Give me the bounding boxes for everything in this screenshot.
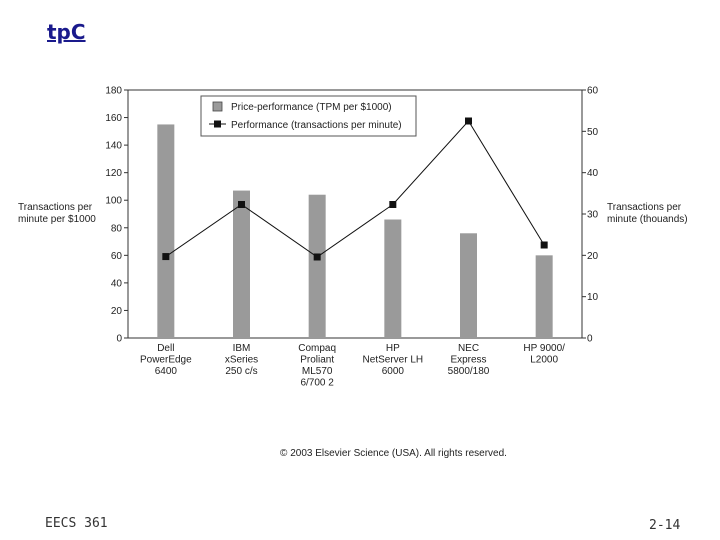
right-tick-label: 0 <box>587 334 593 345</box>
left-tick-label: 160 <box>105 113 122 124</box>
right-tick-label: 30 <box>587 210 599 221</box>
x-tick-label: Compaq Proliant ML570 6/700 2 <box>298 343 336 389</box>
legend-label: Price-performance (TPM per $1000) <box>231 102 392 113</box>
left-axis-label: Transactions per minute per $1000 <box>18 202 96 226</box>
left-axis-label-line: minute per $1000 <box>18 214 96 225</box>
x-tick-label: HP 9000/L2000 <box>523 343 565 366</box>
right-axis-label-line: Transactions per <box>607 202 682 213</box>
line-point <box>238 200 245 208</box>
left-tick-label: 20 <box>111 306 123 317</box>
bar <box>460 233 477 338</box>
legend-swatch-point <box>214 120 221 128</box>
legend-swatch-bar <box>212 101 223 112</box>
left-tick-label: 60 <box>111 251 123 262</box>
legend-label: Performance (transactions per minute) <box>231 120 402 131</box>
x-tick-label: IBM xSeries 250 c/s <box>225 343 258 377</box>
footer-page-number: 2-14 <box>649 518 681 533</box>
line-point <box>162 253 170 261</box>
bar <box>233 190 250 338</box>
bar <box>157 124 175 338</box>
line-point <box>313 253 321 261</box>
left-tick-label: 80 <box>111 223 123 234</box>
footer-course: EECS 361 <box>45 516 108 531</box>
line-point <box>389 200 397 208</box>
line-point <box>540 241 548 249</box>
left-axis-label-line: Transactions per <box>18 202 93 213</box>
performance-line <box>165 120 545 258</box>
right-tick-label: 40 <box>587 168 599 179</box>
right-tick-label: 10 <box>587 292 599 303</box>
bar <box>535 255 553 338</box>
bar <box>384 219 402 338</box>
right-tick-label: 60 <box>587 86 599 97</box>
left-tick-label: 140 <box>105 141 122 152</box>
x-tick-label: Dell PowerEdge 6400 <box>140 343 192 377</box>
bar <box>308 194 326 338</box>
right-tick-label: 50 <box>587 127 599 138</box>
line-point <box>465 117 472 125</box>
right-axis-label: Transactions per minute (thouands) <box>607 202 688 226</box>
left-tick-label: 0 <box>116 334 122 345</box>
left-tick-label: 40 <box>111 278 123 289</box>
x-tick-label: HP NetServer LH 6000 <box>363 343 424 377</box>
right-axis-label-line: minute (thouands) <box>607 214 688 225</box>
legend-box <box>200 95 417 137</box>
left-tick-label: 120 <box>105 168 122 179</box>
slide-title: tpC <box>47 20 86 44</box>
x-tick-label: NEC Express 5800/180 <box>448 343 490 377</box>
copyright-notice: © 2003 Elsevier Science (USA). All right… <box>280 448 507 459</box>
left-tick-label: 180 <box>105 86 122 97</box>
right-tick-label: 20 <box>587 251 599 262</box>
left-tick-label: 100 <box>105 196 122 207</box>
